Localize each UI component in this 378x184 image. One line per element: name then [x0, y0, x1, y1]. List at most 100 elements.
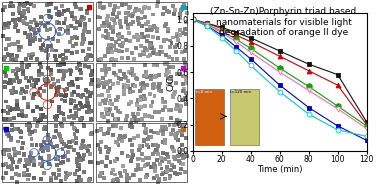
- Point: [106, 94, 112, 97]
- Point: [98, 171, 104, 174]
- Point: [135, 163, 141, 166]
- Point: [130, 84, 136, 87]
- Point: [11, 79, 17, 82]
- Point: [78, 178, 84, 181]
- Point: [119, 57, 125, 60]
- Point: [2, 71, 8, 74]
- Point: [78, 119, 84, 122]
- Point: [141, 75, 147, 77]
- Point: [15, 127, 21, 130]
- Point: [8, 1, 14, 4]
- Point: [135, 98, 141, 101]
- Point: [160, 151, 166, 154]
- Point: [140, 82, 146, 84]
- Point: [181, 123, 187, 126]
- Point: [44, 146, 50, 149]
- Point: [155, 152, 161, 155]
- Point: [84, 101, 90, 104]
- Point: [168, 133, 174, 136]
- Point: [113, 74, 119, 77]
- Point: [105, 48, 111, 51]
- Point: [183, 20, 189, 23]
- Point: [14, 180, 20, 183]
- Point: [115, 142, 121, 145]
- Point: [110, 25, 116, 28]
- Point: [139, 118, 145, 121]
- Point: [51, 82, 57, 85]
- Point: [38, 177, 44, 180]
- Point: [6, 149, 12, 152]
- Point: [28, 157, 34, 160]
- Point: [43, 81, 49, 84]
- Point: [172, 90, 178, 93]
- Point: [18, 136, 24, 139]
- Point: [70, 139, 76, 142]
- Point: [132, 116, 138, 119]
- Point: [152, 64, 158, 67]
- Point: [150, 13, 156, 16]
- Point: [135, 167, 141, 170]
- Point: [7, 109, 13, 112]
- Point: [48, 72, 54, 75]
- Point: [136, 8, 143, 11]
- Point: [121, 72, 127, 75]
- Point: [61, 75, 67, 78]
- Point: [39, 49, 45, 52]
- Point: [6, 131, 12, 134]
- Point: [51, 136, 57, 139]
- Point: [25, 36, 31, 39]
- Point: [71, 126, 77, 129]
- Point: [133, 47, 139, 50]
- Point: [54, 164, 60, 167]
- Point: [167, 77, 174, 80]
- Point: [123, 20, 129, 23]
- Point: [129, 155, 135, 158]
- Point: [99, 172, 105, 175]
- Point: [60, 155, 66, 158]
- Point: [73, 115, 79, 118]
- Point: [26, 125, 32, 128]
- Point: [87, 65, 93, 68]
- Point: [161, 7, 167, 10]
- Point: [118, 78, 124, 81]
- Point: [101, 5, 107, 8]
- Point: [105, 148, 112, 151]
- Point: [42, 116, 48, 119]
- Point: [128, 159, 134, 162]
- Point: [110, 125, 116, 128]
- Point: [125, 11, 131, 14]
- Point: [119, 50, 125, 53]
- Point: [76, 155, 82, 158]
- Point: [155, 145, 161, 148]
- Point: [180, 131, 186, 134]
- Point: [72, 3, 78, 6]
- Point: [44, 49, 50, 52]
- Point: [105, 15, 111, 17]
- Point: [88, 73, 94, 76]
- Point: [168, 116, 174, 119]
- Point: [74, 130, 80, 132]
- Point: [161, 39, 167, 42]
- Point: [107, 100, 113, 103]
- Point: [177, 17, 183, 20]
- Point: [166, 65, 172, 68]
- Point: [77, 69, 83, 72]
- Point: [34, 58, 40, 61]
- Point: [61, 21, 67, 24]
- Point: [8, 81, 14, 84]
- Point: [95, 78, 101, 81]
- Point: [62, 178, 68, 181]
- Point: [4, 37, 10, 40]
- Point: [19, 91, 25, 94]
- Point: [165, 77, 171, 80]
- Point: [100, 77, 106, 80]
- Point: [48, 176, 54, 179]
- Point: [164, 169, 170, 172]
- Point: [116, 50, 122, 53]
- Point: [14, 54, 20, 57]
- Point: [99, 24, 105, 27]
- Point: [39, 160, 45, 163]
- Point: [101, 25, 107, 28]
- Point: [137, 90, 143, 93]
- Point: [13, 173, 19, 176]
